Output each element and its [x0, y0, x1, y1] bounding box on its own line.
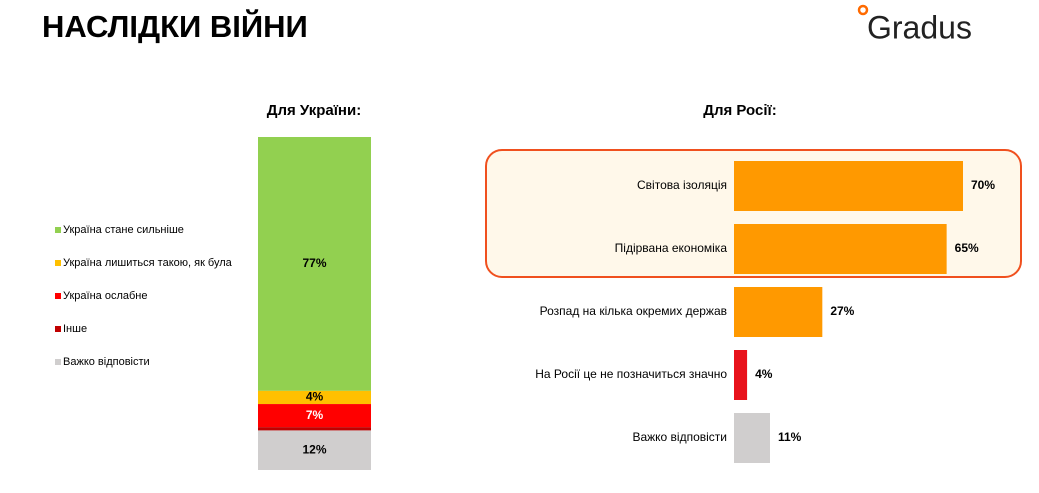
category-label: Розпад на кілька окремих держав — [540, 304, 727, 318]
category-label: Важко відповісти — [632, 430, 727, 444]
value-label: 77% — [302, 256, 326, 270]
legend-label: Інше — [63, 323, 87, 335]
value-label: 4% — [306, 390, 324, 404]
legend-swatch — [55, 359, 61, 365]
legend-label: Україна лишиться такою, як була — [63, 257, 233, 269]
legend-label: Україна стане сильніше — [63, 224, 184, 236]
logo-mark — [857, 4, 869, 16]
value-label: 4% — [755, 367, 773, 381]
page-title: НАСЛІДКИ ВІЙНИ — [42, 8, 308, 44]
value-label: 11% — [778, 430, 802, 444]
category-label: Світова ізоляція — [637, 178, 727, 192]
value-label: 70% — [971, 178, 995, 192]
bar — [734, 287, 823, 337]
category-label: Підірвана економіка — [615, 241, 728, 255]
bar-segment — [258, 427, 371, 431]
category-label: На Росії це не позначиться значно — [535, 367, 727, 381]
legend-swatch — [55, 227, 61, 233]
value-label: 7% — [306, 408, 324, 422]
bar-segment — [258, 390, 371, 405]
bar — [734, 224, 947, 274]
logo: Gradus — [867, 9, 972, 45]
bar — [734, 161, 963, 211]
legend-swatch — [55, 326, 61, 332]
bar — [734, 413, 770, 463]
value-label: 27% — [830, 304, 854, 318]
value-label: 65% — [955, 241, 979, 255]
legend-label: Україна ослабне — [63, 290, 148, 302]
chart-title: Для Росії: — [703, 102, 776, 119]
bar-segment — [258, 430, 371, 470]
legend-swatch — [55, 293, 61, 299]
legend-label: Важко відповісти — [63, 356, 150, 368]
legend-swatch — [55, 260, 61, 266]
bar-segment — [258, 404, 371, 428]
value-label: 12% — [302, 442, 326, 456]
chart-title: Для України: — [267, 102, 361, 119]
bar-segment — [258, 137, 371, 391]
bar — [734, 350, 748, 400]
